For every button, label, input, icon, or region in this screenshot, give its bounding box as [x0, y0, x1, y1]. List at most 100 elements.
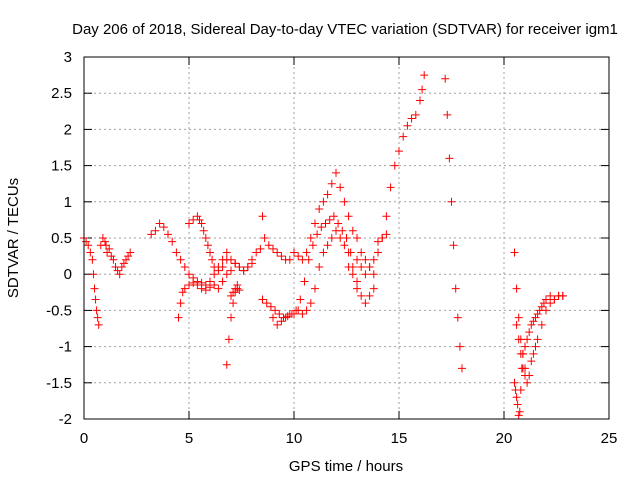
- x-tick-label: 5: [185, 430, 193, 447]
- data-point: [521, 342, 529, 351]
- data-point: [529, 317, 538, 326]
- data-point: [277, 252, 286, 261]
- data-point: [420, 71, 429, 80]
- data-point: [529, 349, 538, 358]
- data-point: [92, 306, 101, 315]
- data-point: [89, 270, 98, 279]
- data-point: [109, 255, 118, 264]
- data-point: [115, 270, 124, 279]
- data-point: [403, 121, 412, 130]
- data-point: [222, 360, 231, 369]
- data-point: [248, 259, 256, 268]
- plot-frame: [83, 56, 610, 420]
- data-point: [346, 248, 355, 257]
- data-point: [550, 295, 559, 304]
- data-point: [365, 262, 374, 271]
- data-point: [285, 255, 294, 264]
- data-point: [277, 317, 286, 326]
- data-point: [262, 299, 271, 308]
- y-tick-label: 1.5: [51, 158, 72, 175]
- data-point: [98, 234, 107, 242]
- data-point: [119, 259, 128, 268]
- data-point: [390, 161, 399, 170]
- data-point: [353, 234, 361, 242]
- data-point: [84, 241, 93, 250]
- data-point: [185, 219, 193, 228]
- data-point: [319, 197, 328, 206]
- x-tick-label: 15: [391, 430, 408, 447]
- data-point: [101, 237, 109, 246]
- y-axis-title: SDTVAR / TECUs: [5, 178, 22, 298]
- data-point: [521, 364, 529, 373]
- data-point: [91, 295, 100, 304]
- data-point: [382, 212, 391, 221]
- data-point: [90, 284, 99, 293]
- data-point: [174, 313, 183, 322]
- data-point: [287, 310, 296, 319]
- data-point: [208, 255, 217, 264]
- data-point: [344, 212, 353, 221]
- data-point: [317, 223, 326, 232]
- data-point: [537, 302, 546, 311]
- data-point: [537, 320, 546, 329]
- data-point: [273, 320, 282, 329]
- data-point: [193, 212, 202, 221]
- data-point: [222, 255, 231, 264]
- data-point: [271, 306, 280, 315]
- data-point: [218, 277, 227, 286]
- data-point: [266, 302, 275, 311]
- data-point: [453, 313, 462, 322]
- data-point: [264, 241, 273, 250]
- data-point: [122, 255, 130, 264]
- data-point: [353, 284, 361, 293]
- data-point: [315, 205, 324, 214]
- x-tick-labels: 0 5 10 15 20 25: [80, 430, 618, 447]
- data-point: [201, 234, 210, 242]
- data-point: [365, 291, 374, 300]
- data-point: [357, 248, 366, 257]
- data-point: [319, 248, 328, 257]
- data-point: [516, 386, 525, 395]
- data-point: [222, 248, 231, 257]
- data-point: [195, 215, 204, 224]
- y-tick-labels: -2 -1.5 -1 -0.5 0 0.5 1 1.5 2 2.5 3: [46, 49, 72, 428]
- y-tick-label: -0.5: [46, 302, 72, 319]
- data-point: [193, 281, 202, 290]
- data-point: [445, 154, 454, 163]
- data-point: [82, 237, 91, 246]
- data-point: [239, 266, 248, 275]
- data-point: [93, 313, 102, 322]
- data-points: [80, 71, 567, 420]
- data-point: [332, 168, 340, 177]
- data-point: [357, 262, 366, 271]
- data-point: [258, 295, 267, 304]
- y-tick-label: 0.5: [51, 230, 72, 247]
- data-point: [336, 183, 345, 192]
- data-point: [361, 255, 370, 264]
- data-point: [329, 212, 338, 221]
- data-point: [374, 248, 382, 257]
- data-point: [525, 328, 534, 337]
- data-point: [105, 244, 114, 253]
- data-point: [399, 132, 408, 141]
- data-point: [443, 110, 452, 119]
- data-point: [147, 230, 156, 239]
- data-point: [197, 219, 206, 228]
- data-point: [298, 310, 307, 319]
- data-point: [214, 266, 223, 275]
- data-point: [327, 179, 336, 188]
- y-tick-label: 0: [64, 266, 72, 283]
- data-point: [231, 259, 240, 268]
- data-point: [124, 252, 133, 261]
- data-point: [531, 313, 540, 322]
- data-point: [525, 371, 534, 380]
- data-point: [348, 226, 357, 235]
- data-point: [455, 342, 464, 351]
- data-point: [510, 248, 519, 257]
- data-point: [327, 234, 336, 242]
- data-point: [224, 335, 233, 344]
- data-point: [369, 284, 378, 293]
- y-tick-label: 1: [64, 194, 72, 211]
- data-point: [449, 241, 458, 250]
